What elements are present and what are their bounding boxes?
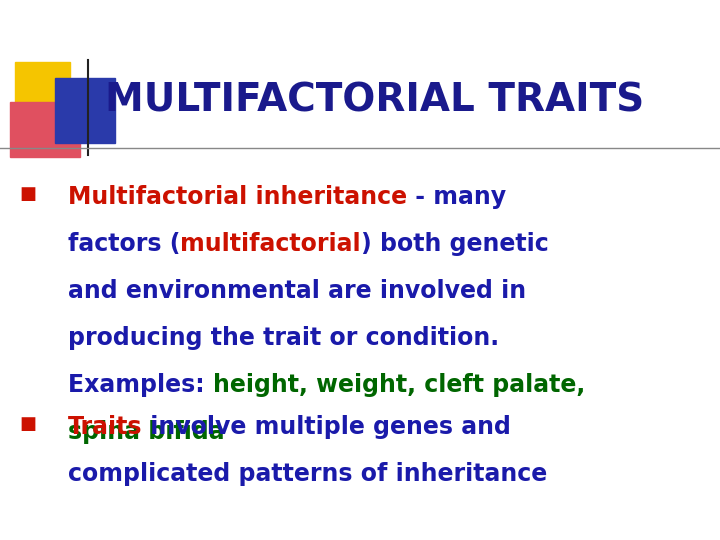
Text: ■: ■ bbox=[19, 415, 37, 433]
Text: spina bifida: spina bifida bbox=[68, 420, 225, 444]
Text: factors (: factors ( bbox=[68, 232, 181, 256]
Text: height, weight, cleft palate,: height, weight, cleft palate, bbox=[213, 373, 585, 397]
Bar bbox=[55, 78, 115, 143]
Text: ) both genetic: ) both genetic bbox=[361, 232, 549, 256]
Text: ■: ■ bbox=[19, 185, 37, 203]
Text: - many: - many bbox=[407, 185, 506, 209]
Bar bbox=[10, 102, 80, 157]
Text: Examples:: Examples: bbox=[68, 373, 213, 397]
Text: Multifactorial inheritance: Multifactorial inheritance bbox=[68, 185, 407, 209]
Text: multifactorial: multifactorial bbox=[181, 232, 361, 256]
Text: producing the trait or condition.: producing the trait or condition. bbox=[68, 326, 499, 350]
Text: involve multiple genes and: involve multiple genes and bbox=[143, 415, 511, 439]
Text: and environmental are involved in: and environmental are involved in bbox=[68, 279, 526, 303]
Text: MULTIFACTORIAL TRAITS: MULTIFACTORIAL TRAITS bbox=[105, 81, 644, 119]
Bar bbox=[15, 62, 70, 117]
Text: Traits: Traits bbox=[68, 415, 143, 439]
Text: complicated patterns of inheritance: complicated patterns of inheritance bbox=[68, 462, 547, 486]
